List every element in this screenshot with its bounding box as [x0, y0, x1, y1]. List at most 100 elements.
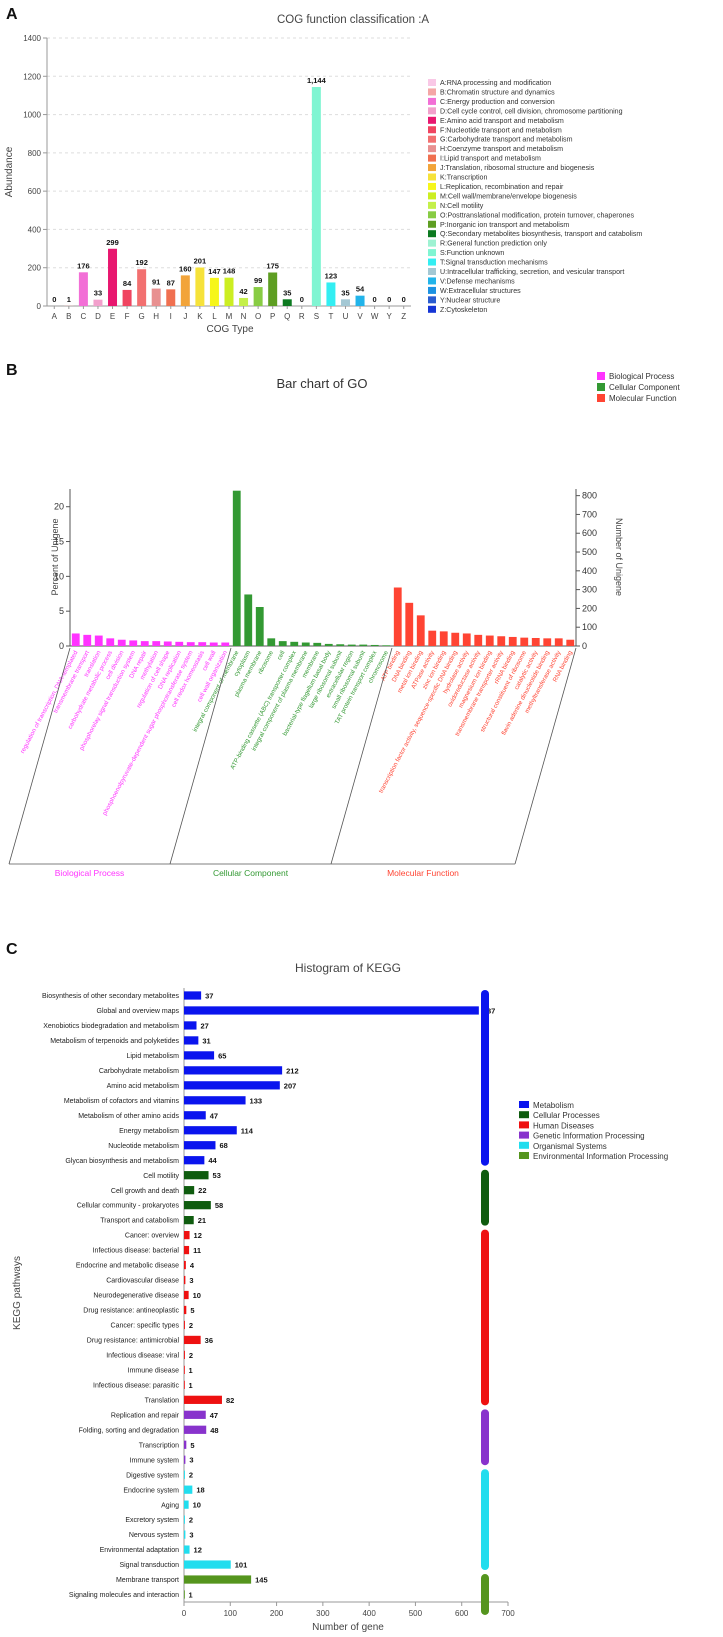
kegg-legend-swatch [519, 1152, 529, 1159]
go-bar-methylation [152, 641, 161, 646]
cog-data-label-v: 54 [356, 285, 365, 294]
go-bar-bacterial-type-flagellum-basal-body [324, 643, 333, 646]
go-x-tick-label-cell: cell [276, 650, 287, 661]
cog-data-label-c: 176 [77, 261, 90, 270]
cog-x-tick-label-j: J [183, 312, 187, 321]
kegg-bar-metabolism-of-cofactors-and-vitamins [184, 1096, 246, 1105]
kegg-bar-drug-resistance-antineoplastic [184, 1305, 187, 1315]
cog-data-label-w: 0 [373, 295, 377, 304]
cog-legend-label: I:Lipid transport and metabolism [440, 155, 541, 163]
go-bar-atp-binding-cassette-abc-transporter-complex [290, 641, 299, 646]
kegg-legend-swatch [519, 1101, 529, 1108]
go-bar-atp-binding [393, 587, 402, 646]
kegg-data-label-metabolism-of-terpenoids-and-polyketides: 31 [202, 1036, 210, 1045]
kegg-y-tick-label-glycan-biosynthesis-and-metabolism: Glycan biosynthesis and metabolism [65, 1158, 179, 1165]
go-group-brackets: Biological Process Cellular Component Mole… [8, 647, 577, 878]
go-legend-swatch [597, 383, 605, 391]
cog-title: COG function classification :A [277, 14, 429, 26]
cog-x-tick-label-c: C [81, 312, 87, 321]
go-bar-translation [94, 635, 103, 646]
cog-bar-k [195, 267, 205, 306]
go-bar-zinc-ion-binding [439, 631, 448, 646]
kegg-legend-label-human-diseases: Human Diseases [533, 1121, 594, 1130]
cog-x-tick-label-i: I [170, 312, 172, 321]
cog-x-tick-label-s: S [314, 312, 319, 321]
kegg-y-tick-label-metabolism-of-other-amino-acids: Metabolism of other amino acids [78, 1113, 179, 1120]
cog-legend-label: P:Inorganic ion transport and metabolism [440, 221, 569, 229]
kegg-bar-aging [184, 1500, 189, 1509]
cog-legend-label: J:Translation, ribosomal structure and b… [440, 164, 595, 172]
cog-bar-d [93, 299, 103, 306]
cog-bar-j [180, 275, 190, 306]
kegg-group-bar-cellular-processes [481, 1169, 489, 1226]
cog-x-tick-label-m: M [226, 312, 233, 321]
kegg-y-tick-label-digestive-system: Digestive system [126, 1472, 179, 1479]
go-bar-dna-replication [175, 641, 184, 646]
kegg-bar-membrane-transport [184, 1575, 252, 1584]
kegg-x-tick-label: 500 [409, 1609, 423, 1618]
kegg-data-label-lipid-metabolism: 65 [218, 1051, 226, 1060]
cog-x-tick-label-f: F [125, 312, 130, 321]
go-y-axis-label-left: Percent of Unigene [50, 518, 60, 595]
kegg-x-tick-label: 700 [501, 1609, 515, 1618]
cog-legend-swatch [428, 97, 436, 105]
go-bar-membrane [313, 642, 322, 646]
kegg-data-label-transcription: 5 [190, 1441, 194, 1450]
kegg-group-bar-organismal-systems [481, 1469, 489, 1571]
go-legend-swatch [597, 372, 605, 380]
cog-legend-swatch [428, 182, 436, 190]
kegg-y-tick-label-cellular-community-prokaryotes: Cellular community - prokaryotes [77, 1203, 180, 1210]
cog-x-tick-label-w: W [371, 312, 379, 321]
cog-data-label-g: 192 [135, 258, 148, 267]
kegg-data-label-cell-growth-and-death: 22 [198, 1186, 206, 1195]
go-bar-hydrolase-activity [462, 633, 471, 646]
cog-legend-swatch [428, 296, 436, 304]
go-group-separator [514, 647, 577, 865]
cog-data-label-e: 299 [106, 238, 119, 247]
cog-legend-label: Z:Cytoskeleton [440, 306, 487, 314]
cog-y-tick-label: 1000 [23, 111, 41, 120]
cog-legend-label: E:Amino acid transport and metabolism [440, 117, 564, 125]
go-y-tick-label-left: 10 [54, 571, 64, 581]
cog-bar-f [122, 289, 132, 306]
kegg-data-label-drug-resistance-antineoplastic: 5 [190, 1306, 194, 1315]
kegg-data-label-cardiovascular-disease: 3 [189, 1276, 193, 1285]
kegg-y-tick-label-drug-resistance-antimicrobial: Drug resistance: antimicrobial [87, 1338, 180, 1345]
go-legend-label-molecular-function: Molecular Function [609, 394, 677, 403]
cog-legend-label: G:Carbohydrate transport and metabolism [440, 136, 573, 144]
go-bar-transmembrane-transport [83, 634, 92, 646]
kegg-y-tick-label-global-and-overview-maps: Global and overview maps [97, 1008, 180, 1015]
kegg-legend-swatch [519, 1131, 529, 1139]
cog-legend-label: U:Intracellular trafficking, secretion, … [440, 268, 624, 276]
kegg-y-tick-label-excretory-system: Excretory system [125, 1517, 179, 1524]
go-bar-cell [278, 641, 287, 646]
kegg-bars: Biosynthesis of other secondary metaboli… [42, 991, 495, 1600]
cog-x-tick-label-g: G [139, 312, 145, 321]
go-bar-rna-binding [566, 639, 575, 646]
kegg-data-label-metabolism-of-cofactors-and-vitamins: 133 [250, 1096, 263, 1105]
go-title: Bar chart of GO [276, 376, 367, 391]
kegg-legend-label-cellular-processes: Cellular Processes [533, 1111, 600, 1120]
go-y-tick-label-right: 0 [582, 641, 587, 651]
cog-legend-swatch [428, 192, 436, 200]
go-legend-label-biological-process: Biological Process [609, 372, 674, 381]
kegg-data-label-nervous-system: 3 [189, 1531, 193, 1540]
kegg-y-axis-label: KEGG pathways [12, 1256, 23, 1330]
cog-y-tick-label: 200 [28, 264, 42, 273]
kegg-data-label-biosynthesis-of-other-secondary-metabolites: 37 [205, 991, 213, 1000]
cog-data-label-r: 0 [300, 295, 304, 304]
cog-x-tick-label-z: Z [401, 312, 406, 321]
go-bar-atpase-activity [428, 630, 437, 646]
cog-legend-swatch [428, 305, 436, 313]
cog-legend-label: Y:Nuclear structure [440, 296, 500, 304]
cog-data-label-n: 42 [239, 287, 247, 296]
kegg-bar-global-and-overview-maps [184, 1006, 479, 1015]
go-bar-plasma-membrane [255, 607, 264, 646]
go-legend-swatch [597, 394, 605, 402]
go-bar-catalytic-activity [531, 637, 540, 646]
cog-x-tick-label-y: Y [386, 312, 392, 321]
cog-bar-u [340, 299, 350, 306]
kegg-bar-nucleotide-metabolism [184, 1141, 216, 1150]
kegg-data-label-excretory-system: 2 [189, 1516, 193, 1525]
